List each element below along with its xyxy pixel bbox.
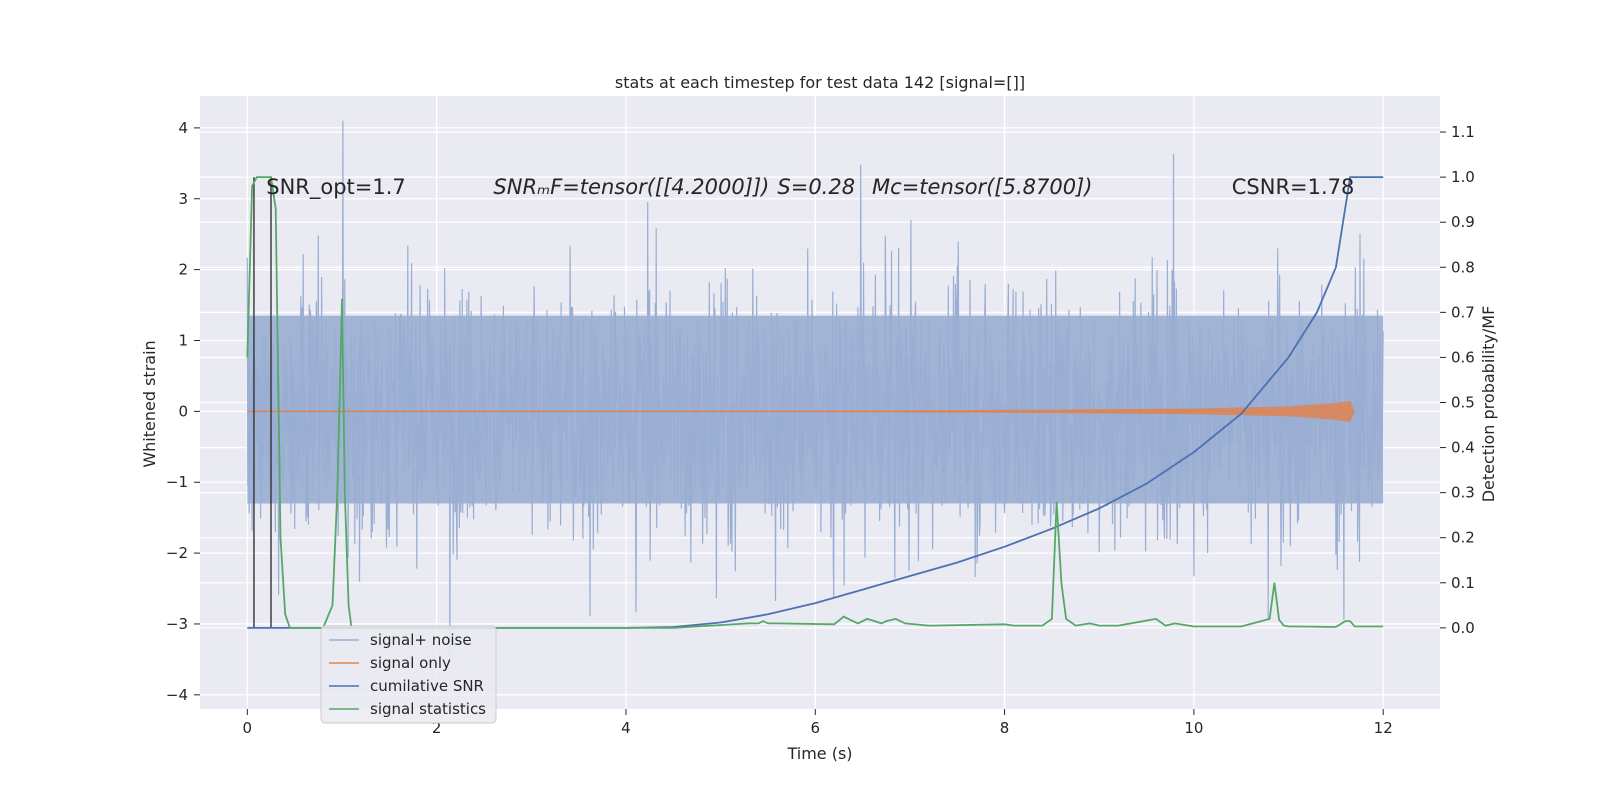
y-left-tick-label-1: −3 <box>166 615 188 633</box>
right-axis-ticks: 0.0 0.1 0.2 0.3 0.4 0.5 0.6 0.7 0.8 0.9 1.0 1.1 <box>1440 123 1475 637</box>
y-right-tick-label-2: 0.2 <box>1451 529 1475 547</box>
y-right-tick-label-8: 0.8 <box>1451 258 1475 276</box>
signal-noise-line <box>246 120 1384 660</box>
annotation-3: Mᴄ=tensor([5.8700]) <box>872 175 1092 199</box>
legend-label-signal-only: signal only <box>370 654 451 672</box>
left-axis-ticks: −4 −3 −2 −1 0 1 2 3 4 <box>166 119 200 704</box>
y-right-tick-label-10: 1.0 <box>1451 168 1475 186</box>
cumulative-snr-series <box>247 176 1384 629</box>
y-right-tick-label-1: 0.1 <box>1451 574 1475 592</box>
y-right-tick-label-6: 0.6 <box>1451 348 1475 366</box>
signal-statistics-line <box>246 176 1384 629</box>
y-left-tick-label-0: −4 <box>166 686 188 704</box>
legend-label-cumulative-snr: cumilative SNR <box>370 677 484 695</box>
y-right-tick-label-9: 0.9 <box>1451 213 1475 231</box>
x-tick-label-5: 10 <box>1184 719 1203 737</box>
y-left-tick-label-3: −1 <box>166 473 188 491</box>
chart-title: stats at each timestep for test data 142… <box>615 73 1025 92</box>
x-tick-label-2: 4 <box>621 719 631 737</box>
annotation-4: CSNR=1.78 <box>1232 175 1355 199</box>
y-left-tick-label-8: 4 <box>178 119 188 137</box>
y-axis-label-left: Whitened strain <box>140 340 159 467</box>
y-left-tick-label-6: 2 <box>178 261 188 279</box>
x-tick-label-3: 6 <box>810 719 820 737</box>
annotation-1: SNRₘF=tensor([[4.2000]]) <box>493 175 769 199</box>
x-tick-label-6: 12 <box>1374 719 1393 737</box>
signal-statistics-series <box>246 176 1384 629</box>
legend-label-signal-noise: signal+ noise <box>370 631 472 649</box>
y-right-tick-label-0: 0.0 <box>1451 619 1475 637</box>
vertical-markers <box>253 177 272 628</box>
y-left-tick-label-4: 0 <box>178 402 188 420</box>
x-axis-ticks: 0 2 4 6 8 10 12 <box>243 709 1393 737</box>
annotation-2: S=0.28 <box>777 175 855 199</box>
x-tick-label-0: 0 <box>243 719 253 737</box>
y-right-tick-label-3: 0.3 <box>1451 484 1475 502</box>
y-right-tick-label-11: 1.1 <box>1451 123 1475 141</box>
legend-box <box>320 625 497 724</box>
annotations: SNR_opt=1.7 SNRₘF=tensor([[4.2000]]) S=0.2… <box>266 175 1354 200</box>
y-left-tick-label-2: −2 <box>166 544 188 562</box>
y-axis-label-right: Detection probability/MF <box>1479 306 1498 503</box>
annotation-0: SNR_opt=1.7 <box>266 175 406 200</box>
legend: signal+ noise signal only cumilative SNR… <box>320 625 497 724</box>
signal-only-series <box>247 400 1355 422</box>
y-right-tick-label-5: 0.5 <box>1451 394 1475 412</box>
y-right-tick-label-4: 0.4 <box>1451 439 1475 457</box>
x-axis-label: Time (s) <box>786 744 852 763</box>
y-left-tick-label-7: 3 <box>178 190 188 208</box>
x-tick-label-4: 8 <box>1000 719 1010 737</box>
y-left-tick-label-5: 1 <box>178 331 188 349</box>
x-tick-label-1: 2 <box>432 719 442 737</box>
y-right-tick-label-7: 0.7 <box>1451 303 1475 321</box>
legend-label-signal-statistics: signal statistics <box>370 700 486 718</box>
cumulative-snr-line <box>247 176 1384 629</box>
